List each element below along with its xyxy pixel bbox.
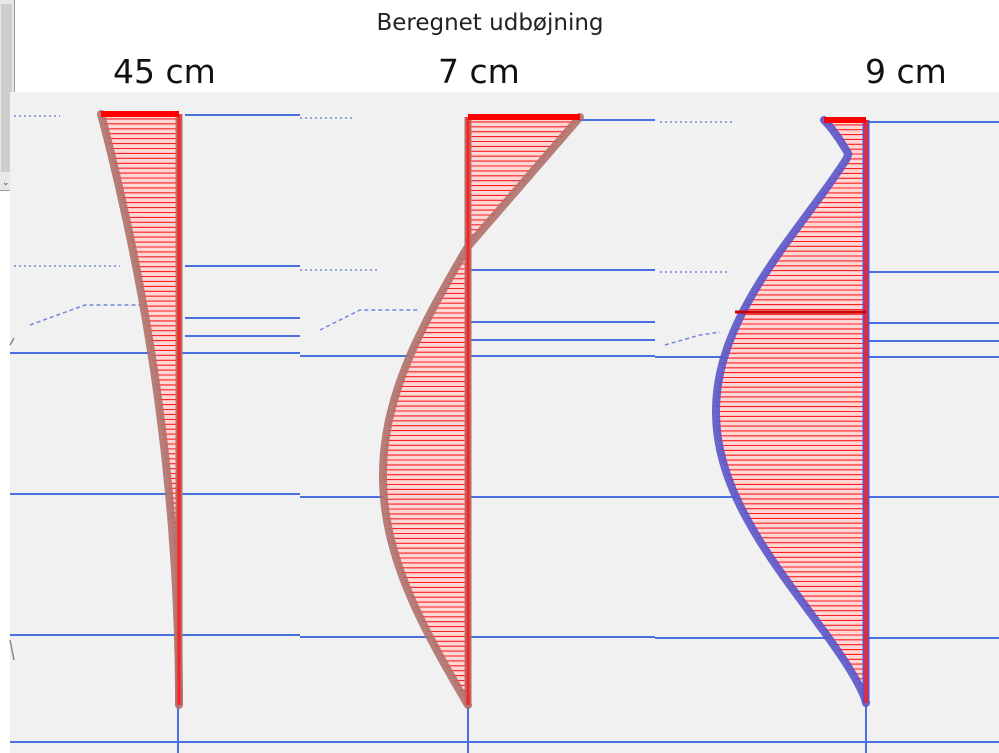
dashed-line bbox=[319, 309, 420, 331]
deflection-panel-middle bbox=[379, 113, 584, 709]
scroll-down-arrow-icon[interactable]: ⌄ bbox=[2, 178, 10, 188]
deflection-panel-right bbox=[712, 116, 870, 707]
scrollbar-thumb[interactable] bbox=[1, 4, 12, 172]
panel-label-right: 9 cm bbox=[865, 52, 947, 91]
panel-label-middle: 7 cm bbox=[438, 52, 520, 91]
deflection-panel-left bbox=[97, 110, 183, 709]
level-lines bbox=[9, 114, 999, 753]
dashed-line bbox=[664, 331, 721, 346]
diagram-title: Beregnet udbøjning bbox=[376, 10, 604, 36]
edge-mark bbox=[9, 639, 15, 661]
deflected-shape bbox=[712, 116, 870, 707]
edge-mark bbox=[9, 337, 15, 346]
panel-label-left: 45 cm bbox=[113, 52, 216, 91]
deflected-shape bbox=[379, 113, 584, 709]
